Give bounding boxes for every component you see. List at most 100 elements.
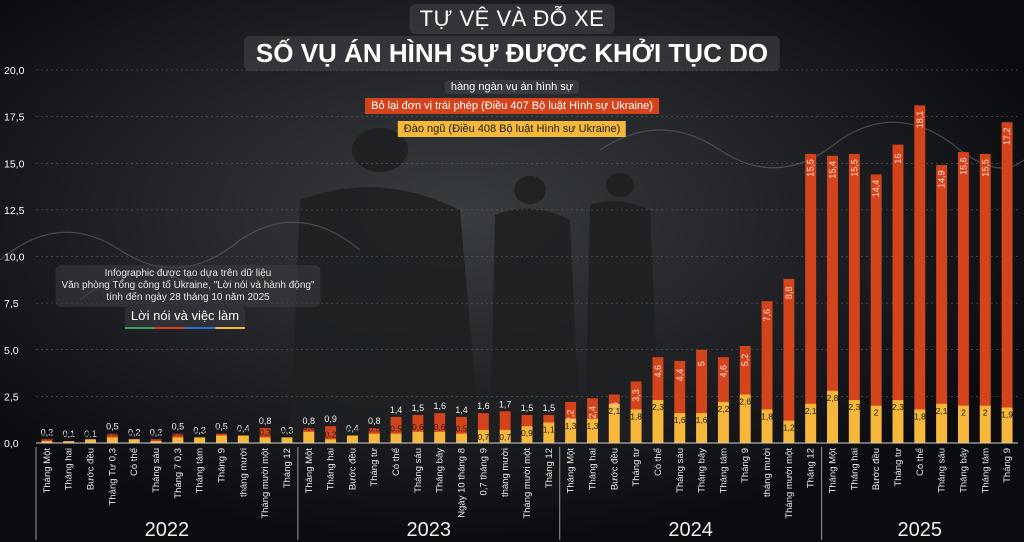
chart-subtitle: SỐ VỤ ÁN HÌNH SỰ ĐƯỢC KHỞI TỤC DO [243, 36, 781, 71]
x-tick-label: Tháng hai [64, 448, 75, 490]
x-tick-label: Tháng tư [893, 447, 904, 486]
bar-desertion [434, 431, 446, 443]
y-tick-label: 10,0 [4, 252, 25, 264]
data-label-unit: 0,8 [259, 416, 272, 426]
data-label-unit: 5 [697, 361, 707, 366]
data-label-desertion: 0,5 [456, 424, 468, 434]
x-tick-label: Có thể [653, 448, 664, 476]
data-label-unit: 1,7 [499, 399, 512, 409]
x-tick-label: Tháng bảy [435, 448, 446, 493]
data-label-unit: 14,9 [937, 170, 947, 188]
data-label-unit: 1,6 [477, 401, 490, 411]
data-label-desertion: 2 [874, 408, 879, 418]
data-label-unit: 15,4 [828, 161, 838, 179]
data-label-unit: 0,2 [150, 427, 163, 437]
bar-unit [979, 153, 991, 444]
y-tick-label: 20,0 [4, 65, 25, 77]
x-tick-label: Có thể [129, 448, 140, 476]
data-label-desertion: 2 [961, 408, 966, 418]
brand-logo: Lời nói và việc làm [124, 307, 246, 329]
data-label-desertion: 0,2 [325, 429, 337, 439]
data-label-desertion: 0,4 [237, 426, 249, 436]
unit-label: hàng ngàn vụ án hình sự [444, 80, 580, 94]
y-tick-label: 0,0 [4, 438, 19, 450]
data-label-desertion: 0,3 [259, 427, 271, 437]
data-label-desertion: 2,8 [827, 393, 839, 403]
bar-desertion [979, 405, 991, 443]
bar-unit [412, 415, 424, 443]
bar-desertion [368, 433, 380, 443]
x-tick-label: Tháng Tư 0,3 [107, 448, 118, 505]
data-label-unit: 3,3 [631, 389, 641, 402]
legend-desertion: Đào ngũ (Điều 408 Bộ luật Hình sự Ukrain… [397, 121, 627, 137]
x-tick-label: Tháng mười một [260, 448, 271, 519]
data-label-desertion: 0,1 [63, 431, 75, 441]
bar-desertion [892, 400, 904, 443]
bar-desertion [194, 437, 206, 443]
data-label-desertion: 2,3 [848, 402, 860, 412]
y-tick-label: 2,5 [4, 391, 19, 403]
data-label-desertion: 0,5 [390, 424, 402, 434]
year-labels: 2022 2023 2024 2025 [35, 447, 942, 541]
bar-desertion [696, 413, 708, 443]
bar-desertion [499, 429, 511, 443]
bar-desertion [652, 400, 664, 443]
bar-unit [1001, 122, 1013, 443]
x-tick-label: Tháng tám [980, 448, 991, 493]
bar-desertion [1001, 407, 1013, 443]
source-note: Infographic được tạo dựa trên dữ liệu Vă… [55, 265, 321, 307]
bar-desertion [717, 401, 729, 443]
data-label-desertion: 1,2 [783, 423, 795, 433]
y-tick-label: 5,0 [4, 345, 19, 357]
x-tick-label: Có thể [391, 448, 402, 476]
bar-desertion [216, 435, 227, 443]
data-label-unit: 15,6 [958, 157, 968, 175]
chart-title: TỰ VỆ VÀ ĐỖ XE [409, 4, 615, 34]
bar-desertion [41, 441, 53, 443]
bar-unit [848, 153, 860, 444]
data-label-desertion: 0,3 [172, 427, 184, 437]
data-label-unit: 7,6 [762, 309, 772, 322]
bar-desertion [346, 435, 358, 443]
bar-desertion [608, 403, 620, 443]
data-label-unit: 0,1 [84, 429, 97, 439]
legend-desertion-unit: Bỏ lại đơn vị trái phép (Điều 407 Bộ luậ… [365, 98, 659, 114]
bar-unit [914, 105, 926, 443]
data-label-unit: 4,4 [675, 369, 685, 382]
data-label-desertion: 2,3 [892, 402, 904, 412]
bar-desertion [914, 409, 926, 443]
year-label: 2022 [145, 519, 190, 541]
bar-desertion [477, 429, 489, 443]
x-tick-label: Tháng 12 [282, 448, 293, 488]
data-label-desertion: 0,2 [128, 429, 140, 439]
x-tick-label: Có thể [915, 448, 926, 476]
year-label: 2024 [668, 519, 713, 541]
data-label-desertion: 0,3 [281, 427, 293, 437]
bar-desertion [172, 437, 184, 443]
bar-unit [456, 416, 467, 443]
data-label-unit: 1,5 [543, 403, 556, 413]
x-tick-label: Bước đều [86, 448, 97, 490]
x-tick-label: Tháng bảy [697, 448, 708, 493]
data-label-desertion: 0,3 [106, 427, 118, 437]
x-tick-label: Tháng 9 [1002, 448, 1013, 483]
bar-desertion [543, 422, 555, 443]
bar-unit [325, 426, 337, 443]
bar-unit [805, 153, 817, 444]
data-label-desertion: 2,1 [608, 406, 620, 416]
data-label-desertion: 2 [983, 408, 988, 418]
data-label-unit: 18,1 [915, 111, 925, 129]
bar-unit [957, 152, 969, 443]
data-label-unit: 0,2 [128, 427, 141, 437]
x-tick-label: Tháng 12 [806, 448, 817, 488]
x-tick-label: Tháng Một [42, 448, 53, 494]
data-label-unit: 4,6 [718, 365, 728, 378]
bar-desertion [456, 433, 467, 443]
data-label-unit: 0,3 [193, 425, 206, 435]
data-label-unit: 15,5 [806, 159, 816, 177]
data-label-desertion: 0,1 [150, 431, 162, 441]
data-label-unit: 0,3 [281, 425, 294, 435]
data-label-unit: 0,8 [303, 416, 316, 426]
bar-desertion [325, 439, 337, 443]
